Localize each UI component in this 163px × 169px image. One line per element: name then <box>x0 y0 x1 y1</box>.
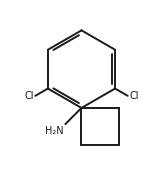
Text: Cl: Cl <box>24 91 34 101</box>
Text: H₂N: H₂N <box>45 126 64 136</box>
Text: Cl: Cl <box>129 91 139 101</box>
